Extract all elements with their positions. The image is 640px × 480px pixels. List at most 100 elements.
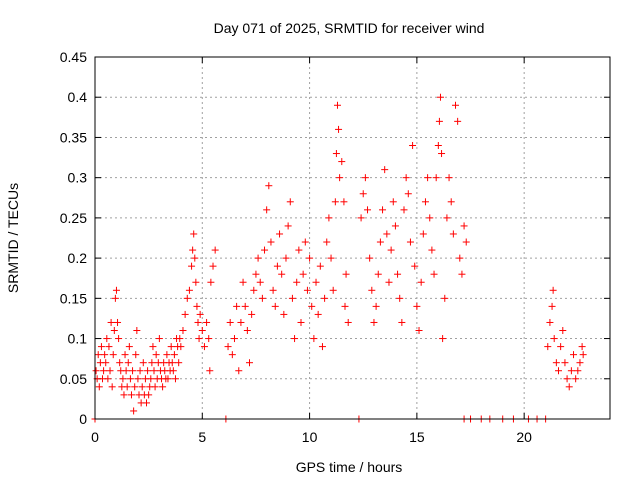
- data-point: [295, 246, 303, 254]
- data-point: [332, 150, 340, 158]
- data-point: [299, 270, 307, 278]
- data-point: [151, 383, 159, 391]
- data-point: [194, 318, 202, 326]
- data-point: [211, 246, 219, 254]
- data-point: [379, 206, 387, 214]
- data-point: [359, 190, 367, 198]
- data-point: [563, 375, 571, 383]
- data-point: [189, 246, 197, 254]
- data-point: [565, 383, 573, 391]
- data-point: [107, 318, 115, 326]
- data-point: [342, 270, 350, 278]
- data-point: [121, 351, 129, 359]
- data-point: [361, 174, 369, 182]
- data-point: [460, 222, 468, 230]
- data-point: [411, 262, 419, 270]
- data-point: [226, 318, 234, 326]
- data-point: [241, 302, 249, 310]
- data-point: [338, 158, 346, 166]
- data-point: [282, 254, 290, 262]
- x-tick-label: 15: [409, 429, 425, 445]
- data-point: [335, 125, 343, 133]
- data-points: [91, 93, 587, 423]
- data-point: [148, 359, 156, 367]
- data-point: [192, 278, 200, 286]
- data-point: [233, 302, 241, 310]
- data-point: [230, 335, 238, 343]
- data-point: [119, 375, 127, 383]
- x-axis-label: GPS time / hours: [296, 459, 403, 475]
- data-point: [125, 343, 133, 351]
- data-point: [278, 270, 286, 278]
- data-point: [168, 359, 176, 367]
- data-point: [318, 343, 326, 351]
- data-point: [417, 278, 425, 286]
- data-point: [549, 286, 557, 294]
- data-point: [329, 286, 337, 294]
- data-point: [191, 254, 199, 262]
- data-point: [546, 318, 554, 326]
- data-point: [441, 294, 449, 302]
- data-point: [458, 270, 466, 278]
- data-point: [101, 351, 109, 359]
- data-point: [150, 367, 158, 375]
- data-point: [430, 270, 438, 278]
- data-point: [301, 238, 309, 246]
- data-point: [175, 359, 183, 367]
- data-point: [261, 246, 269, 254]
- data-point: [207, 278, 215, 286]
- data-point: [269, 286, 277, 294]
- data-point: [449, 230, 457, 238]
- data-point: [138, 383, 146, 391]
- data-point: [576, 359, 584, 367]
- data-point: [163, 351, 171, 359]
- data-point: [196, 310, 204, 318]
- data-point: [258, 294, 266, 302]
- data-point: [129, 367, 137, 375]
- x-tick-label: 5: [198, 429, 206, 445]
- data-point: [139, 359, 147, 367]
- data-point: [284, 222, 292, 230]
- data-point: [256, 278, 264, 286]
- data-point: [454, 117, 462, 125]
- data-point: [190, 230, 198, 238]
- data-point: [443, 214, 451, 222]
- data-point: [396, 294, 404, 302]
- data-point: [434, 141, 442, 149]
- data-point: [561, 359, 569, 367]
- data-point: [104, 375, 112, 383]
- data-point: [136, 367, 144, 375]
- data-point: [323, 238, 331, 246]
- data-point: [171, 375, 179, 383]
- data-point: [145, 391, 153, 399]
- data-point: [336, 174, 344, 182]
- data-point: [167, 343, 175, 351]
- data-point: [321, 294, 329, 302]
- x-tick-label: 0: [91, 429, 99, 445]
- data-point: [404, 190, 412, 198]
- data-point: [559, 327, 567, 335]
- data-point: [312, 278, 320, 286]
- data-point: [131, 383, 139, 391]
- data-point: [105, 343, 113, 351]
- data-point: [170, 351, 178, 359]
- data-point: [120, 391, 128, 399]
- y-tick-label: 0.05: [60, 371, 87, 387]
- data-point: [381, 166, 389, 174]
- data-point: [193, 302, 201, 310]
- data-point: [273, 262, 281, 270]
- data-point: [124, 359, 132, 367]
- data-point: [303, 286, 311, 294]
- data-point: [127, 391, 135, 399]
- data-point: [445, 174, 453, 182]
- data-point: [239, 278, 247, 286]
- data-point: [133, 327, 141, 335]
- data-point: [252, 270, 260, 278]
- data-point: [316, 262, 324, 270]
- data-point: [368, 286, 376, 294]
- data-point: [108, 383, 116, 391]
- data-point: [111, 294, 119, 302]
- data-point: [267, 238, 275, 246]
- data-point: [552, 359, 560, 367]
- data-point: [169, 367, 177, 375]
